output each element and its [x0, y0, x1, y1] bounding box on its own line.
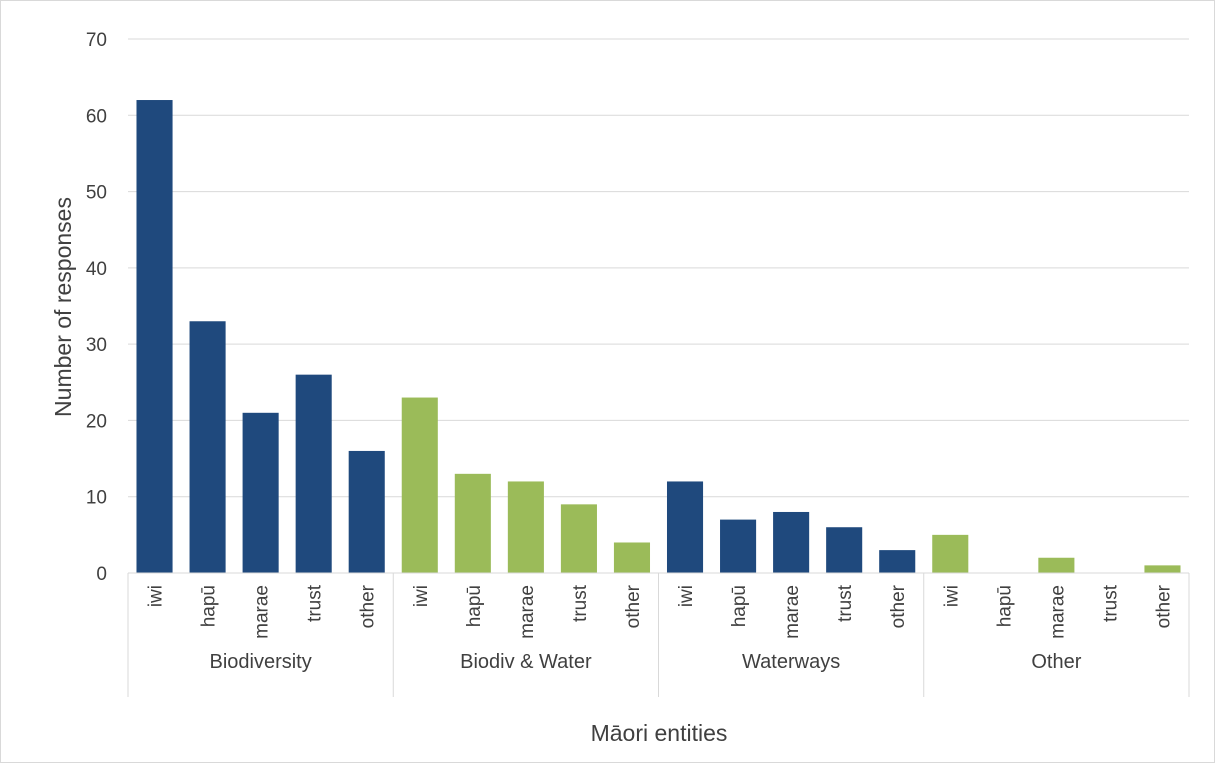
- y-tick-label: 20: [86, 411, 107, 432]
- category-label: other: [888, 584, 909, 628]
- bar-biodiv-water-trust: [560, 504, 597, 573]
- bar-biodiversity-hapū: [189, 321, 226, 573]
- y-tick-label: 10: [86, 488, 107, 509]
- category-label: iwi: [941, 585, 962, 607]
- category-label: other: [358, 584, 379, 628]
- category-label: hapū: [199, 585, 220, 627]
- category-label: marae: [782, 585, 803, 639]
- category-label: iwi: [146, 585, 167, 607]
- category-label: iwi: [676, 585, 697, 607]
- category-label: iwi: [411, 585, 432, 607]
- bar-biodiversity-marae: [242, 412, 279, 573]
- group-label: Biodiv & Water: [460, 651, 592, 673]
- bar-other-other: [1144, 565, 1181, 573]
- bar-biodiversity-other: [348, 450, 385, 573]
- category-label: other: [623, 584, 644, 628]
- category-labels: iwi hapū marae trust other Biodiversity iwi hap…: [146, 584, 1175, 673]
- bar-waterways-marae: [773, 511, 810, 573]
- category-label: hapū: [729, 585, 750, 627]
- category-label: trust: [570, 584, 591, 622]
- bar-waterways-other: [879, 550, 916, 573]
- group-label: Waterways: [742, 651, 840, 673]
- bar-biodiversity-iwi: [136, 100, 173, 574]
- y-axis-title: Number of responses: [50, 197, 76, 417]
- bar-waterways-hapū: [720, 519, 757, 573]
- category-label: trust: [305, 584, 326, 622]
- category-label: hapū: [994, 585, 1015, 627]
- category-label: other: [1153, 584, 1174, 628]
- x-axis-title: Māori entities: [591, 720, 728, 746]
- y-tick-label: 30: [86, 335, 107, 356]
- bar-other-marae: [1038, 557, 1075, 573]
- bar-biodiv-water-iwi: [401, 397, 438, 573]
- bar-waterways-iwi: [666, 481, 704, 573]
- category-label: marae: [252, 585, 273, 639]
- category-label: trust: [1100, 584, 1121, 622]
- category-label: marae: [1047, 585, 1068, 639]
- bars: [136, 100, 1181, 574]
- y-tick-label: 50: [86, 183, 107, 204]
- y-axis-ticks: 0 10 20 30 40 50 60 70: [86, 30, 107, 585]
- category-label: hapū: [464, 585, 485, 627]
- group-label: Other: [1031, 651, 1081, 673]
- category-label: trust: [835, 584, 856, 622]
- bar-biodiv-water-marae: [507, 481, 544, 573]
- bar-other-iwi: [932, 534, 969, 573]
- bar-biodiv-water-hapū: [454, 473, 491, 573]
- y-tick-label: 60: [86, 106, 107, 127]
- bar-biodiversity-trust: [295, 374, 332, 573]
- gridlines: [128, 38, 1189, 498]
- y-tick-label: 70: [86, 30, 107, 51]
- x-axis: [127, 572, 1190, 697]
- bar-biodiv-water-other: [613, 542, 651, 573]
- category-label: marae: [517, 585, 538, 639]
- y-tick-label: 40: [86, 259, 107, 280]
- y-tick-label: 0: [96, 564, 107, 585]
- group-label: Biodiversity: [209, 651, 311, 673]
- bar-waterways-trust: [826, 527, 863, 573]
